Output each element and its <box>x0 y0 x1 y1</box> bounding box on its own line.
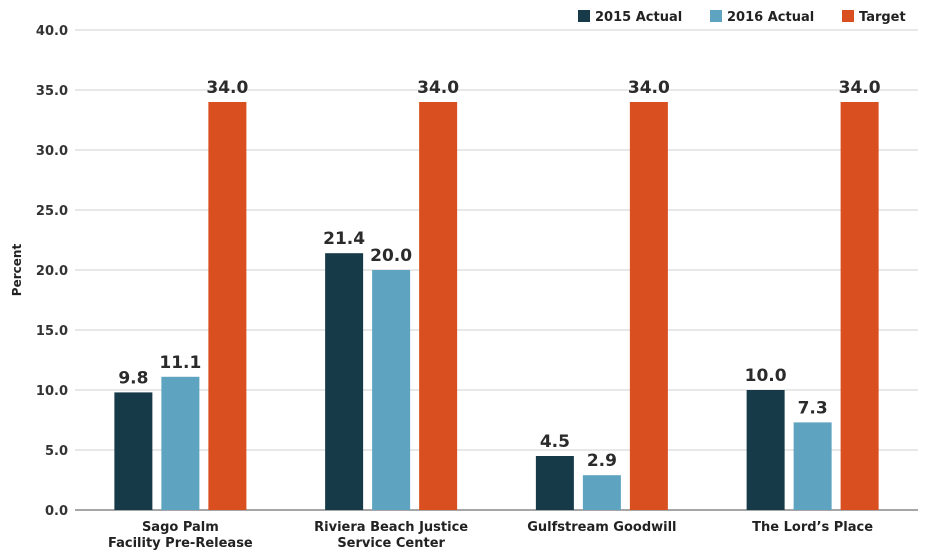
y-tick-label: 20.0 <box>36 264 68 279</box>
bar-target <box>840 102 879 510</box>
bars <box>114 102 879 510</box>
legend-label: 2016 Actual <box>727 10 814 25</box>
data-label: 34.0 <box>417 78 459 98</box>
bar-2015-actual <box>325 253 364 510</box>
category-labels: Sago Palm Facility Pre-Release Riviera Bea… <box>108 520 873 551</box>
data-label: 9.8 <box>118 368 148 388</box>
y-tick-label: 25.0 <box>36 204 68 219</box>
bar-2015-actual <box>114 392 153 510</box>
data-labels: 9.8 11.1 34.0 21.420.0 34.0 4.5 2.9 34.0 10.0 7.3… <box>118 78 880 471</box>
category-label: The Lord’s Place <box>752 520 873 535</box>
bar-2015-actual <box>746 390 785 510</box>
data-label: 34.0 <box>206 78 248 98</box>
y-tick-label: 35.0 <box>36 84 68 99</box>
bar-2015-actual <box>535 456 574 510</box>
category-label: Gulfstream Goodwill <box>527 520 676 535</box>
data-label: 34.0 <box>839 78 881 98</box>
bar-2016-actual <box>161 376 200 510</box>
category-label: Sago Palm Facility Pre-Release <box>108 520 253 551</box>
data-label: 20.0 <box>370 246 412 266</box>
y-tick-label: 10.0 <box>36 384 68 399</box>
data-label: 2.9 <box>587 451 617 471</box>
bar-target <box>208 102 247 510</box>
data-label: 7.3 <box>798 398 828 418</box>
data-label: 4.5 <box>540 432 570 452</box>
category-label: Riviera Beach Justice Service Center <box>314 520 468 551</box>
legend: 2015 Actual 2016 Actual Target <box>578 10 906 25</box>
gridlines <box>75 29 918 511</box>
legend-swatch <box>578 10 590 22</box>
bar-target <box>629 102 668 510</box>
bar-2016-actual <box>372 270 411 510</box>
y-axis-label: Percent <box>10 244 24 297</box>
bar-2016-actual <box>793 422 832 510</box>
y-tick-label: 5.0 <box>45 444 68 459</box>
y-tick-label: 0.0 <box>45 504 68 519</box>
data-label: 10.0 <box>745 366 787 386</box>
legend-label: 2015 Actual <box>595 10 682 25</box>
y-tick-label: 30.0 <box>36 144 68 159</box>
data-label: 34.0 <box>628 78 670 98</box>
y-axis-ticks: 0.0 5.0 10.0 15.0 20.0 25.0 30.0 35.0 40.0 <box>36 24 68 519</box>
data-label: 21.4 <box>323 229 365 249</box>
y-tick-label: 15.0 <box>36 324 68 339</box>
data-label: 11.1 <box>159 353 201 373</box>
legend-label: Target <box>859 10 906 25</box>
bar-target <box>419 102 458 510</box>
legend-swatch <box>710 10 722 22</box>
y-tick-label: 40.0 <box>36 24 68 39</box>
bar-2016-actual <box>582 475 621 510</box>
legend-swatch <box>842 10 854 22</box>
